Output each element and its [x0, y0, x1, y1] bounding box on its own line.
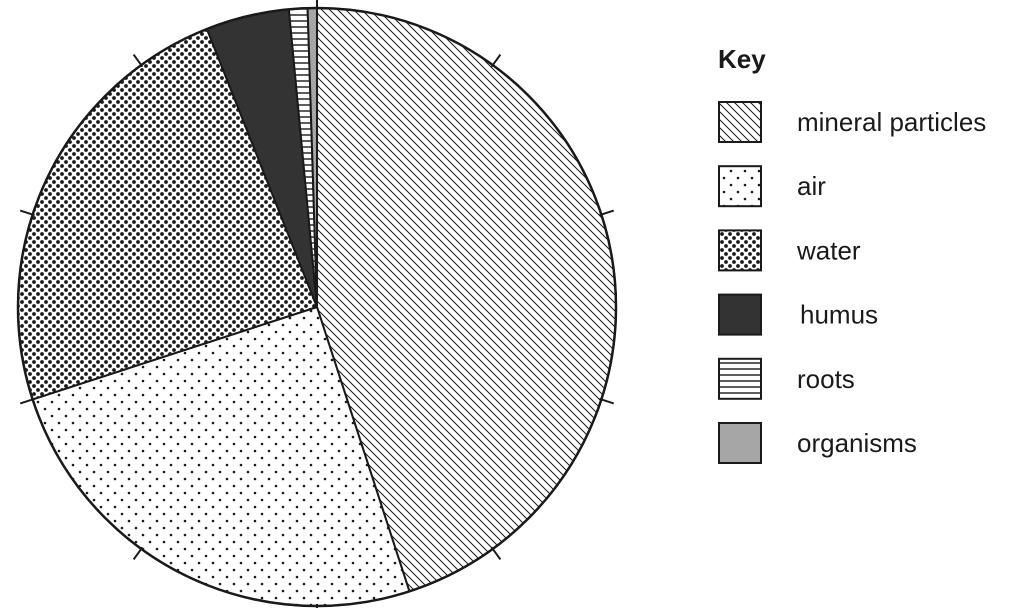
legend-item-mineral-particles: mineral particles — [718, 101, 986, 143]
legend-item-humus: humus — [718, 293, 878, 336]
legend-item-roots: roots — [718, 357, 855, 400]
pie-outline — [16, 6, 618, 608]
legend-label-air: air — [797, 171, 826, 201]
legend-swatch-air — [718, 165, 762, 208]
legend-swatch-water — [718, 229, 762, 272]
legend-item-organisms: organisms — [718, 422, 917, 464]
legend-label-roots: roots — [797, 364, 855, 394]
legend-item-water: water — [718, 229, 861, 272]
legend-label-water: water — [796, 235, 861, 265]
legend-title: Key — [718, 44, 766, 74]
legend-label-humus: humus — [800, 300, 878, 330]
legend-swatch-mineral-particles — [718, 101, 762, 143]
pie-slices — [17, 7, 617, 607]
legend-swatch-roots — [718, 357, 762, 400]
legend-swatch-humus — [718, 293, 762, 336]
legend-label-organisms: organisms — [797, 428, 917, 458]
legend: Key mineral particles air water humus roots o… — [718, 44, 986, 464]
legend-swatch-organisms — [718, 422, 762, 464]
legend-item-air: air — [718, 165, 826, 208]
legend-label-mineral-particles: mineral particles — [797, 107, 986, 137]
